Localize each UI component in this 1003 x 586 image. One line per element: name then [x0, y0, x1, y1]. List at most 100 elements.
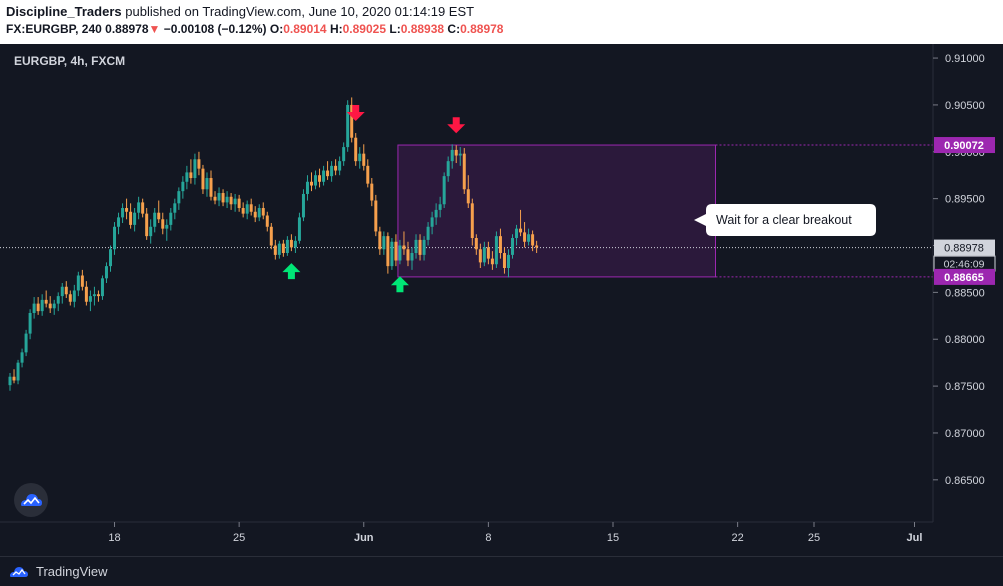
price-axis: 0.910000.905000.900000.895000.890000.885…: [933, 53, 985, 487]
candle-body: [261, 208, 265, 216]
candle-body: [141, 202, 145, 214]
candle-body: [213, 196, 217, 201]
candle-body: [257, 208, 261, 218]
candle-body: [205, 178, 209, 190]
box-bottom-label: 0.88665: [934, 268, 995, 285]
candle-body: [346, 104, 350, 148]
candle-body: [145, 213, 149, 237]
last-price-axis-label: 0.88978: [944, 243, 984, 255]
open-value: 0.89014: [283, 22, 327, 36]
candle-body: [466, 189, 470, 204]
symbol-line: FX:EURGBP, 240 0.88978▼ −0.00108 (−0.12%…: [6, 22, 503, 36]
close-value: 0.88978: [460, 22, 504, 36]
candle-body: [153, 212, 157, 227]
candle-body: [426, 226, 430, 240]
candle-body: [458, 153, 462, 156]
candle-body: [394, 241, 398, 261]
candle-body: [515, 228, 519, 239]
candle-body: [237, 198, 241, 209]
author-name[interactable]: Discipline_Traders: [6, 4, 122, 19]
candle-body: [181, 181, 185, 192]
candle-body: [149, 226, 153, 237]
tradingview-logo-icon[interactable]: [14, 483, 48, 517]
candle-body: [478, 249, 482, 263]
high-label: H:: [329, 22, 343, 36]
candle-body: [418, 239, 422, 255]
y-tick-label: 0.90500: [945, 100, 985, 112]
candle-body: [72, 290, 76, 302]
callout-text: Wait for a clear breakout: [716, 213, 852, 227]
candle-body: [117, 217, 121, 227]
candle-body: [96, 294, 100, 297]
candle-body: [285, 239, 289, 254]
candle-body: [450, 149, 454, 162]
published-text: published on TradingView.com, June 10, 2…: [125, 4, 475, 19]
candle-body: [229, 196, 233, 205]
candles-layer: [8, 97, 539, 391]
candle-body: [406, 249, 410, 261]
candle-body: [157, 212, 161, 220]
candle-body: [523, 232, 527, 242]
candle-body: [527, 234, 531, 242]
candle-body: [52, 303, 56, 309]
candle-body: [293, 240, 297, 248]
candle-body: [92, 294, 96, 297]
x-tick-label: Jul: [907, 532, 923, 544]
candle-body: [446, 161, 450, 177]
low-label: L:: [389, 22, 401, 36]
candle-body: [519, 228, 523, 233]
box-bottom-price: 0.88665: [944, 272, 984, 284]
candle-body: [28, 312, 32, 334]
low-value: 0.88938: [400, 22, 445, 36]
candle-body: [305, 181, 309, 194]
y-tick-label: 0.88500: [945, 287, 985, 299]
chart-title: EURGBP, 4h, FXCM: [14, 54, 125, 68]
footer-brand-text: TradingView: [36, 563, 108, 579]
candle-body: [398, 245, 402, 261]
candle-body: [241, 208, 245, 214]
last-price: 0.88978: [105, 22, 149, 36]
candle-body: [185, 172, 189, 182]
price-chart[interactable]: 0.910000.905000.900000.895000.890000.885…: [0, 44, 1003, 556]
candle-body: [100, 278, 104, 297]
candle-body: [129, 211, 133, 225]
x-tick-label: Jun: [354, 532, 374, 544]
candle-body: [390, 241, 394, 267]
candle-body: [32, 303, 36, 313]
candle-body: [249, 204, 253, 212]
candle-body: [422, 239, 426, 255]
symbol-name: FX:EURGBP, 240: [6, 22, 102, 36]
x-tick-label: 18: [108, 532, 120, 544]
open-label: O:: [269, 22, 284, 36]
close-label: C:: [447, 22, 461, 36]
candle-body: [277, 243, 281, 255]
candle-body: [430, 217, 434, 227]
y-tick-label: 0.87500: [945, 381, 985, 393]
candle-body: [193, 159, 197, 179]
candle-body: [334, 165, 338, 171]
candle-body: [330, 165, 334, 177]
change-down-icon: ▼: [148, 22, 161, 36]
candle-body: [297, 217, 301, 241]
candle-body: [434, 209, 438, 218]
candle-body: [342, 147, 346, 162]
candle-body: [56, 296, 60, 304]
markers-layer: [282, 105, 466, 293]
candle-body: [60, 286, 64, 297]
candle-body: [121, 208, 125, 218]
footer-brand[interactable]: TradingView: [8, 563, 108, 579]
candle-body: [374, 200, 378, 232]
candle-body: [454, 149, 458, 156]
red-down-arrow-icon: [346, 105, 365, 122]
chart-area[interactable]: 0.910000.905000.900000.895000.890000.885…: [0, 44, 1003, 556]
time-axis: 18 25 Jun 8 15 22 25 Jul: [108, 522, 922, 544]
candle-body: [318, 175, 322, 182]
candle-body: [378, 231, 382, 250]
y-tick-label: 0.91000: [945, 53, 985, 65]
candle-body: [88, 296, 92, 302]
footer-bar: TradingView: [0, 556, 1003, 586]
box-top-label: 0.90072: [934, 137, 995, 154]
candle-body: [462, 153, 466, 190]
candle-body: [474, 238, 478, 250]
candle-body: [113, 226, 117, 250]
